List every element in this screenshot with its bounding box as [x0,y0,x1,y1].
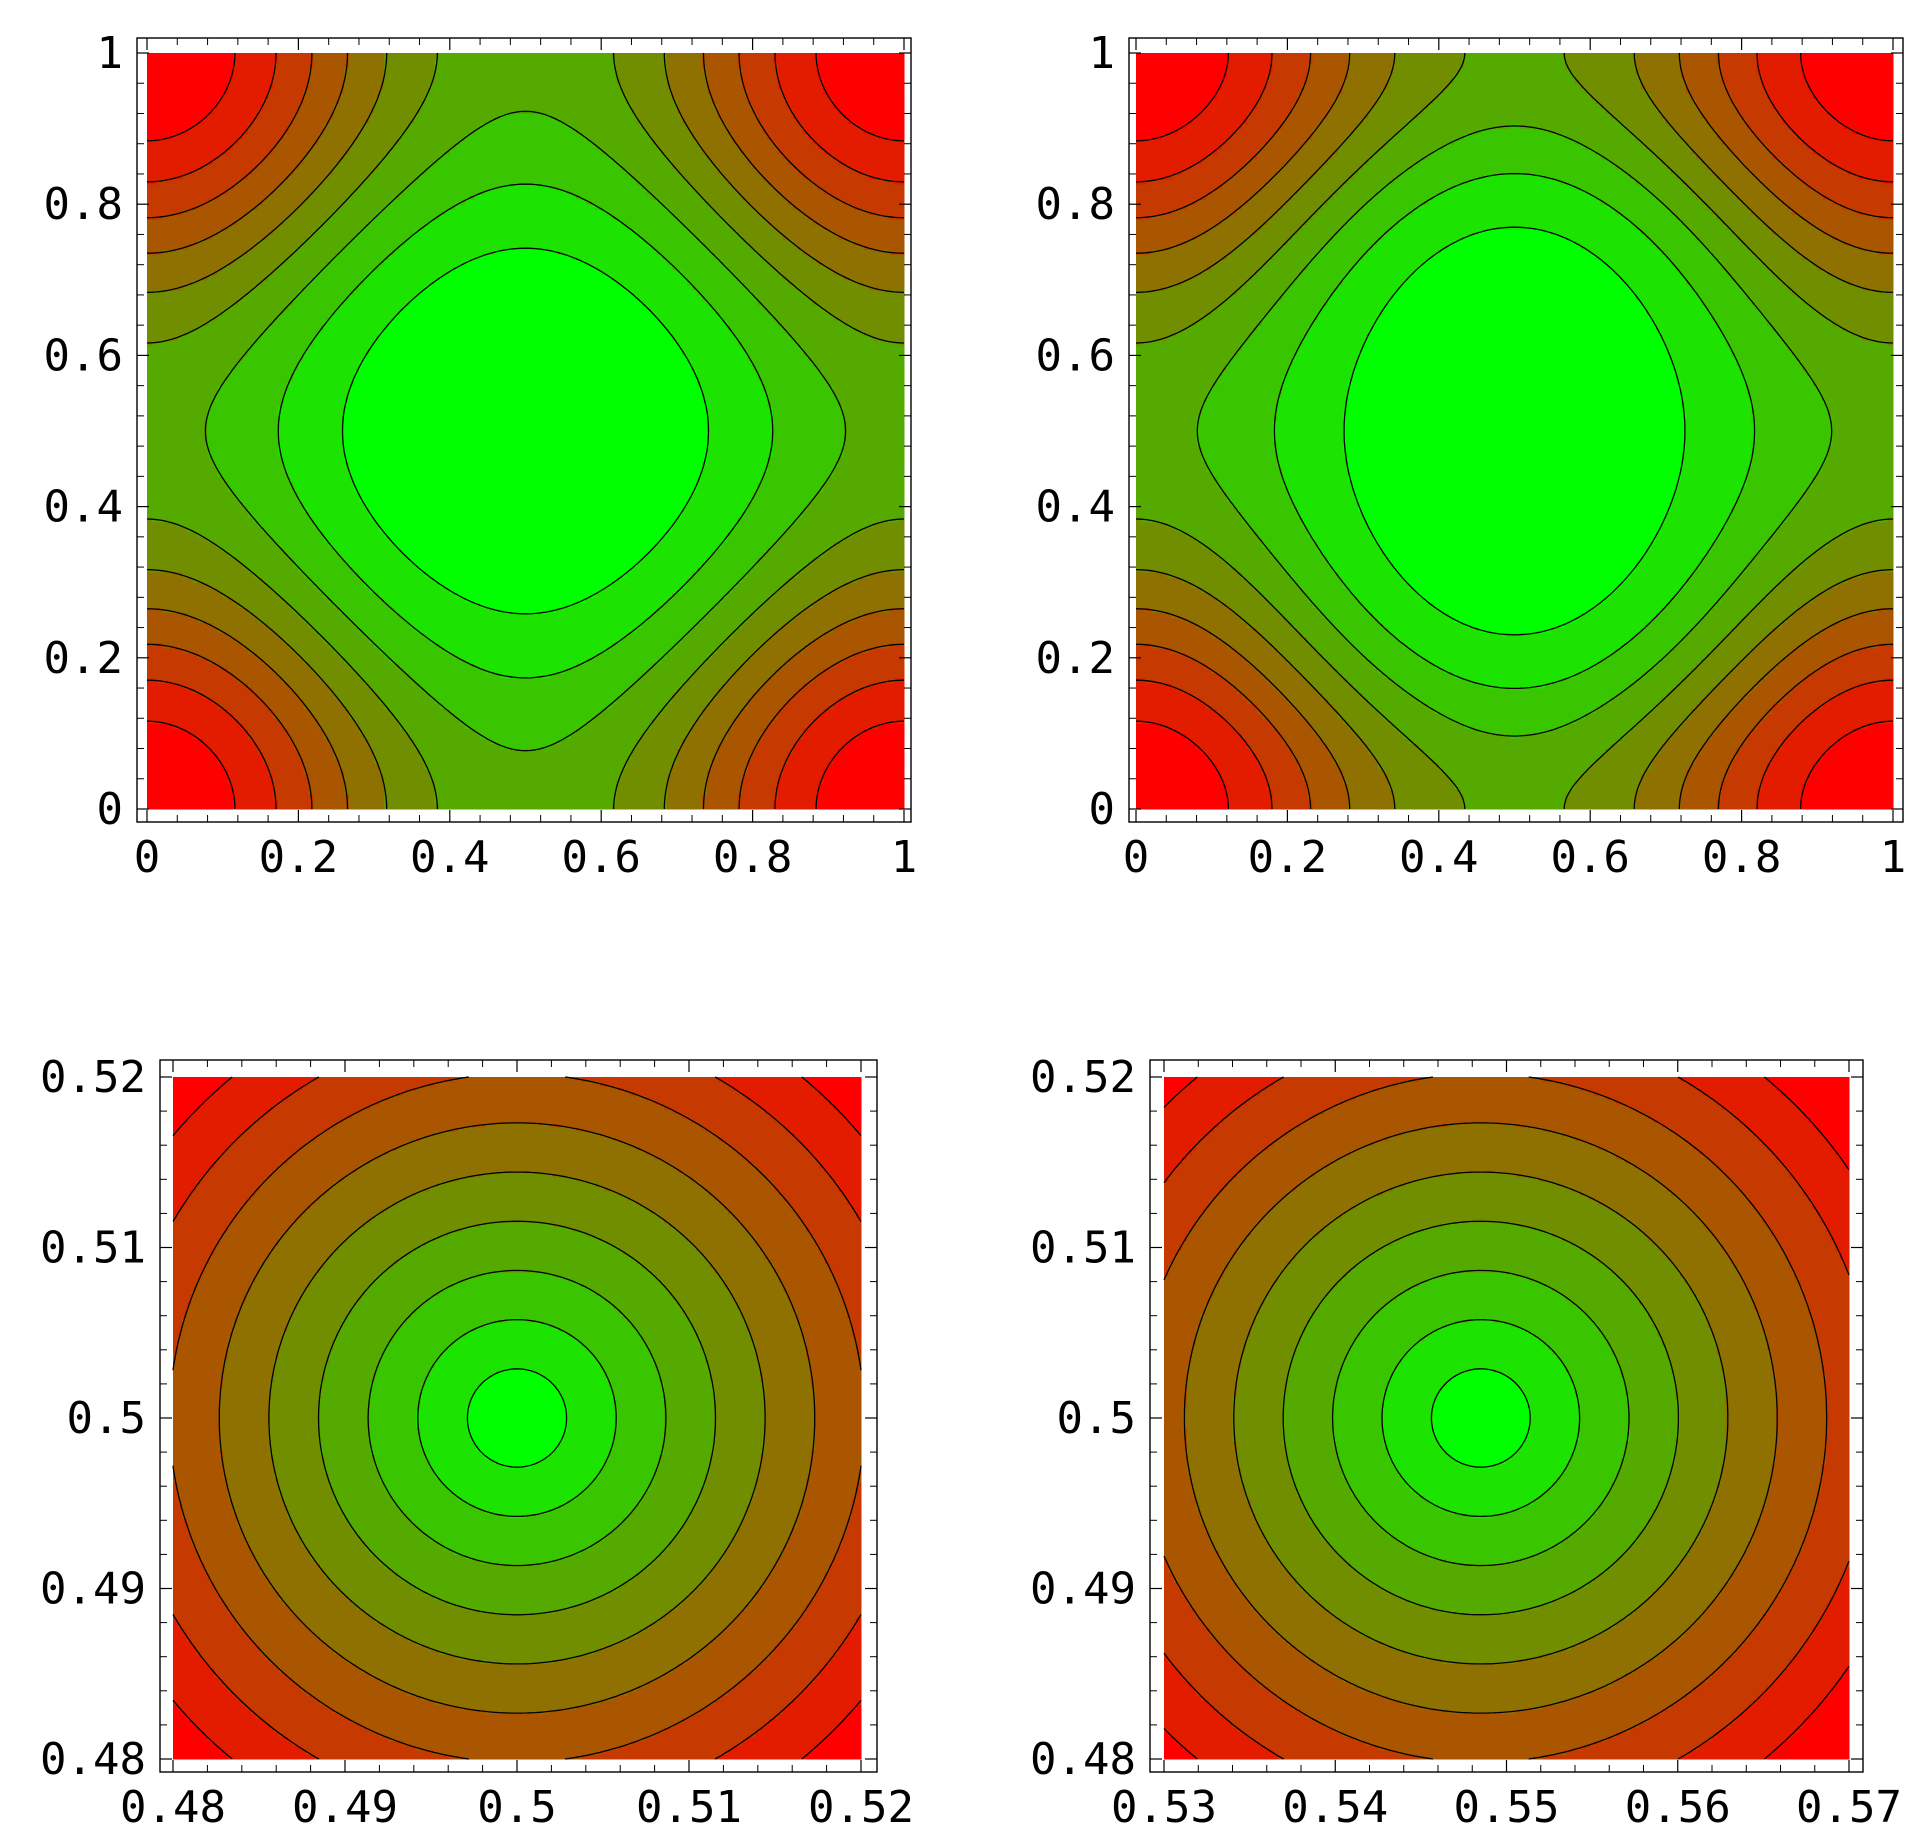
x-tick-label: 0.56 [1625,1782,1731,1833]
y-tick-label: 1 [97,28,124,79]
y-tick-label: 0.49 [1030,1564,1136,1615]
x-tick-label: 0.2 [1248,832,1327,883]
x-tick-label: 0.8 [713,832,792,883]
contour-panel-2: 0 0.2 0.4 0.6 0.8 1 0 0.2 0.4 0.6 0.8 1 [1036,28,1907,883]
y-tick-label: 0.52 [1030,1052,1136,1103]
y-tick-label: 0.8 [44,179,123,230]
y-tick-label: 0.5 [1057,1393,1136,1444]
y-tick-label: 0.2 [1036,633,1115,684]
x-tick-label: 0.53 [1111,1782,1217,1833]
y-tick-label: 0 [97,784,124,835]
x-tick-label: 0.6 [561,832,640,883]
x-tick-label: 0.2 [259,832,338,883]
x-tick-label: 0.52 [808,1782,914,1833]
y-tick-label: 0.6 [44,330,123,381]
y-tick-label: 0.52 [40,1052,146,1103]
x-tick-label: 0.57 [1796,1782,1902,1833]
x-tick-label: 0.6 [1550,832,1629,883]
y-tick-label: 0.5 [67,1393,146,1444]
y-tick-label: 1 [1089,28,1116,79]
y-tick-label: 0.48 [40,1734,146,1785]
contour-panel-4: 0.53 0.54 0.55 0.56 0.57 0.48 0.49 0.5 0.51 0.52 [1030,1052,1902,1833]
x-tick-label: 0.4 [410,832,489,883]
y-tick-label: 0.4 [1036,482,1115,533]
contour-panel-1: 0 0.2 0.4 0.6 0.8 1 0 0.2 0.4 0.6 0.8 1 [44,28,918,883]
x-tick-label: 1 [1880,832,1907,883]
x-tick-label: 0.49 [292,1782,398,1833]
y-tick-label: 0.49 [40,1564,146,1615]
y-tick-label: 0.8 [1036,179,1115,230]
y-tick-label: 0.51 [40,1223,146,1274]
x-tick-label: 0.54 [1282,1782,1388,1833]
contour-fill [1136,53,1894,810]
x-tick-label: 0.48 [120,1782,226,1833]
y-tick-label: 0.48 [1030,1734,1136,1785]
x-tick-label: 0 [1123,832,1150,883]
x-tick-label: 0.8 [1702,832,1781,883]
y-tick-label: 0.4 [44,482,123,533]
x-tick-label: 0.51 [636,1782,742,1833]
contour-fill [147,53,905,810]
x-tick-label: 0.55 [1454,1782,1560,1833]
y-tick-label: 0.6 [1036,330,1115,381]
y-tick-label: 0.2 [44,633,123,684]
x-tick-label: 1 [891,832,918,883]
contour-panel-3: 0.48 0.49 0.5 0.51 0.52 0.48 0.49 0.5 0.51 0.52 [40,1052,914,1833]
x-tick-label: 0.4 [1399,832,1478,883]
y-tick-label: 0.51 [1030,1223,1136,1274]
x-tick-label: 0.5 [477,1782,556,1833]
contour-fill [173,1077,862,1760]
contour-fill [1164,1077,1850,1760]
x-tick-label: 0 [134,832,161,883]
y-tick-label: 0 [1089,784,1116,835]
